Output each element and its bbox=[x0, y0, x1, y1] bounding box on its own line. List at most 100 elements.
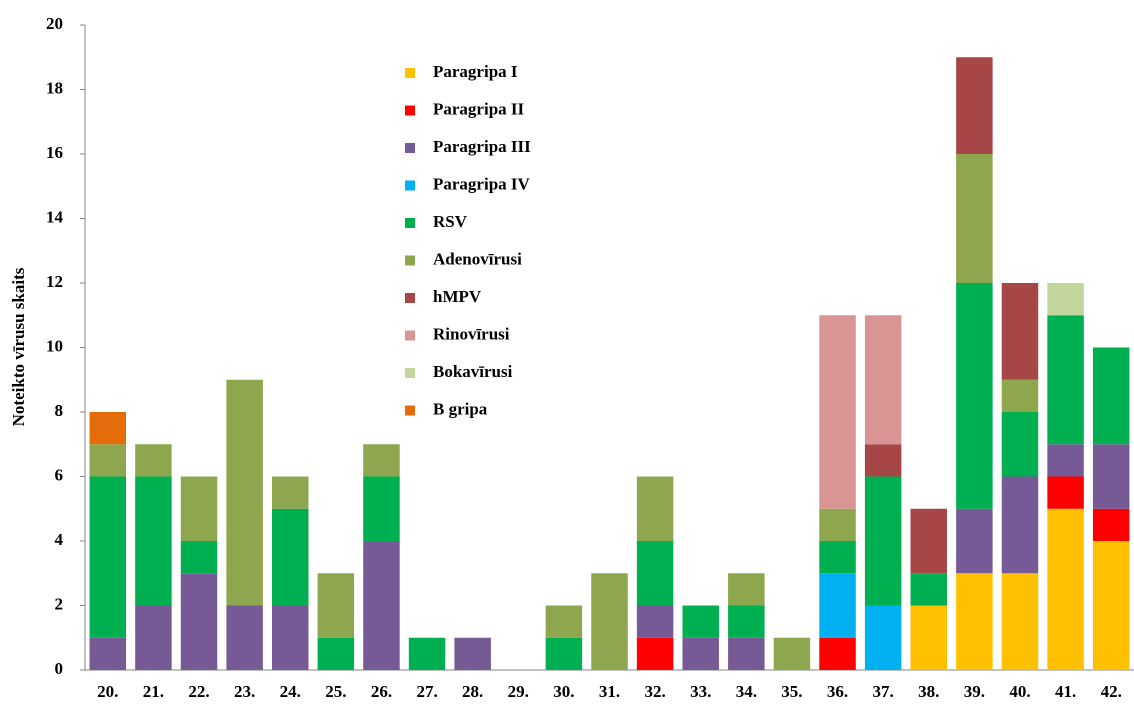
bar-segment bbox=[135, 476, 172, 606]
x-tick-label: 29. bbox=[508, 682, 529, 701]
bar-segment bbox=[271, 605, 309, 670]
legend-swatch bbox=[405, 255, 415, 266]
legend-swatch bbox=[405, 180, 415, 191]
bar-segment bbox=[1047, 476, 1084, 509]
x-tick-label: 42. bbox=[1101, 682, 1122, 701]
x-tick-label: 26. bbox=[371, 682, 392, 701]
bar-segment bbox=[1092, 347, 1130, 445]
legend-label: Paragripa I bbox=[433, 62, 518, 81]
y-axis-label: Noteikto vīrusu skaits bbox=[9, 267, 28, 426]
bar-segment bbox=[636, 605, 674, 638]
x-tick-label: 27. bbox=[416, 682, 437, 701]
y-tick-label: 18 bbox=[46, 78, 63, 97]
bar-segment bbox=[1001, 283, 1039, 380]
x-tick-label: 25. bbox=[325, 682, 346, 701]
bar-segment bbox=[819, 541, 856, 574]
bar-segment bbox=[773, 637, 811, 670]
x-tick-label: 22. bbox=[188, 682, 209, 701]
x-tick-label: 21. bbox=[143, 682, 164, 701]
x-tick-label: 23. bbox=[234, 682, 255, 701]
bar-segment bbox=[819, 573, 856, 638]
legend-swatch bbox=[405, 293, 415, 303]
bar-segment bbox=[1092, 444, 1130, 509]
legend-label: RSV bbox=[433, 212, 468, 231]
bar-segment bbox=[1092, 541, 1130, 670]
legend-label: Bokavīrusi bbox=[433, 362, 513, 381]
x-tick-label: 37. bbox=[873, 682, 894, 701]
bar-segment bbox=[180, 476, 218, 541]
legend-label: Rinovīrusi bbox=[433, 324, 510, 343]
x-tick-label: 20. bbox=[97, 682, 118, 701]
bar-segment bbox=[956, 508, 993, 574]
bar-segment bbox=[1001, 379, 1039, 412]
legend-label: hMPV bbox=[433, 287, 482, 306]
x-tick-label: 38. bbox=[918, 682, 939, 701]
bar-segment bbox=[1047, 315, 1084, 445]
x-tick-label: 24. bbox=[280, 682, 301, 701]
legend-swatch bbox=[405, 330, 415, 341]
bar-segment bbox=[89, 476, 127, 638]
bar-segment bbox=[910, 605, 948, 670]
bar-segment bbox=[864, 444, 902, 477]
legend-label: Paragripa IV bbox=[433, 174, 531, 193]
bar-segment bbox=[317, 637, 355, 670]
y-tick-label: 4 bbox=[55, 530, 64, 549]
x-tick-label: 33. bbox=[690, 682, 711, 701]
bar-segment bbox=[728, 637, 765, 670]
legend-label: Paragripa II bbox=[433, 99, 525, 118]
legend-label: B gripa bbox=[433, 399, 488, 418]
legend-swatch bbox=[405, 368, 415, 378]
x-tick-label: 30. bbox=[553, 682, 574, 701]
bar-segment bbox=[135, 605, 172, 670]
bar-segment bbox=[728, 605, 765, 638]
bar-segment bbox=[1047, 444, 1084, 477]
x-tick-label: 28. bbox=[462, 682, 483, 701]
bar-segment bbox=[728, 573, 765, 606]
bar-segment bbox=[89, 444, 127, 477]
bar-segment bbox=[545, 605, 583, 638]
bar-segment bbox=[545, 637, 583, 670]
y-tick-label: 14 bbox=[46, 207, 64, 226]
bar-segment bbox=[454, 637, 491, 670]
bar-segment bbox=[956, 57, 993, 154]
bar-segment bbox=[956, 154, 993, 283]
x-tick-label: 39. bbox=[964, 682, 985, 701]
bar-segment bbox=[89, 412, 127, 445]
legend-swatch bbox=[405, 105, 415, 116]
legend-label: Paragripa III bbox=[433, 137, 531, 156]
bar-segment bbox=[1001, 476, 1039, 574]
bar-segment bbox=[180, 541, 218, 574]
bar-segment bbox=[1001, 412, 1039, 477]
bar-segment bbox=[819, 508, 856, 541]
bar-segment bbox=[864, 605, 902, 670]
x-tick-label: 40. bbox=[1009, 682, 1030, 701]
y-tick-label: 8 bbox=[55, 401, 64, 420]
y-tick-label: 20 bbox=[46, 14, 63, 33]
bar-segment bbox=[226, 379, 263, 606]
legend-swatch bbox=[405, 68, 415, 78]
bar-segment bbox=[819, 637, 856, 670]
bar-segment bbox=[317, 573, 355, 638]
x-tick-label: 41. bbox=[1055, 682, 1076, 701]
x-tick-label: 34. bbox=[736, 682, 757, 701]
bar-segment bbox=[910, 573, 948, 606]
bar-segment bbox=[910, 508, 948, 574]
bar-segment bbox=[636, 476, 674, 541]
y-tick-label: 6 bbox=[55, 465, 64, 484]
y-tick-label: 10 bbox=[46, 336, 63, 355]
bar-segment bbox=[1047, 508, 1084, 670]
bar-segment bbox=[271, 476, 309, 509]
bar-segment bbox=[682, 637, 719, 670]
y-tick-label: 2 bbox=[55, 594, 64, 613]
bar-segment bbox=[956, 283, 993, 509]
bar-segment bbox=[226, 605, 263, 670]
bar-segment bbox=[956, 573, 993, 670]
bar-segment bbox=[636, 637, 674, 670]
bar-segment bbox=[363, 444, 400, 477]
legend-swatch bbox=[405, 143, 415, 153]
legend-label: Adenovīrusi bbox=[433, 249, 522, 268]
bar-segment bbox=[363, 541, 400, 670]
bar-segment bbox=[591, 573, 628, 670]
bar-segment bbox=[1001, 573, 1039, 670]
